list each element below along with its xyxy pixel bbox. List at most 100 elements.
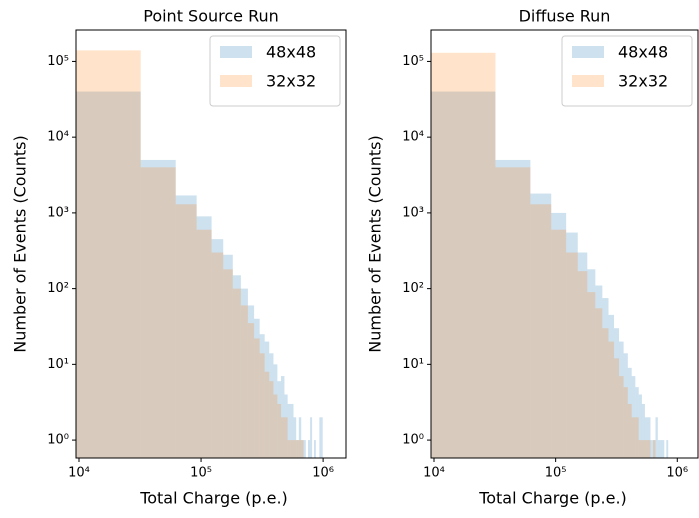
histogram-bar <box>530 204 552 458</box>
histogram-bar <box>240 288 248 458</box>
x-tick-label: 10⁴ <box>68 466 90 481</box>
axes-frame <box>430 29 699 459</box>
y-tick-label: 10⁴ <box>47 130 69 145</box>
histogram-bar <box>247 323 255 458</box>
histogram-bar <box>608 341 615 458</box>
y-tick-label: 10⁵ <box>47 54 69 69</box>
histogram-bar <box>614 328 620 458</box>
y-axis-label: Number of Events (Counts) <box>366 135 385 352</box>
x-tick-label: 10⁴ <box>423 466 445 481</box>
histogram-bar <box>619 341 624 458</box>
histogram-bar <box>650 440 654 458</box>
histogram-bar <box>308 440 311 458</box>
histogram-bar <box>293 440 297 458</box>
histogram-bar <box>608 314 615 458</box>
legend: 48x48 32x32 <box>209 35 341 107</box>
chart-title: Diffuse Run <box>519 7 611 26</box>
histogram-bar <box>657 440 661 458</box>
histogram-bar <box>310 417 313 458</box>
y-axis-label: Number of Events (Counts) <box>11 135 30 352</box>
histogram-bar <box>273 394 278 458</box>
histogram-bar <box>638 394 642 458</box>
histogram-bar <box>431 91 496 458</box>
x-tick-label: 10⁵ <box>190 466 212 481</box>
legend-label: 48x48 <box>618 43 668 62</box>
legend-label: 32x32 <box>618 72 668 91</box>
histogram-bar <box>660 440 663 458</box>
legend-swatch <box>220 46 252 58</box>
legend-label: 48x48 <box>266 43 316 62</box>
y-tick-label: 10³ <box>402 205 424 220</box>
histogram-bar <box>653 440 656 458</box>
histogram-bar <box>319 417 322 458</box>
histogram-bar <box>259 334 265 458</box>
histogram-bar <box>655 417 658 458</box>
legend-swatch <box>220 75 252 87</box>
histogram-bar <box>641 440 645 458</box>
y-tick-label: 10² <box>402 281 424 296</box>
histogram-bar <box>595 308 603 458</box>
histogram-bar <box>619 376 624 458</box>
x-axis-label: Total Charge (p.e.) <box>139 489 288 508</box>
histogram-bar <box>254 318 260 458</box>
legend-box <box>209 35 341 107</box>
legend-swatch <box>572 46 604 58</box>
histogram-bar <box>644 417 648 458</box>
histogram-bar <box>76 50 141 458</box>
histogram-bar <box>140 159 176 458</box>
histogram-bar <box>631 417 636 458</box>
histogram-bar <box>290 403 294 458</box>
histogram-bar <box>530 193 552 458</box>
histogram-bar <box>76 91 141 458</box>
histogram-bar <box>641 403 645 458</box>
histogram-bar <box>635 387 639 458</box>
histogram-bar <box>223 269 233 458</box>
x-tick-label: 10⁶ <box>666 466 688 481</box>
histogram-bar <box>287 403 291 458</box>
histogram-bar <box>296 440 299 458</box>
histogram-bar <box>635 417 639 458</box>
histogram-bar <box>495 167 531 458</box>
histogram-bar <box>602 298 609 458</box>
histogram-bar <box>232 275 241 458</box>
histogram-bar <box>602 328 609 458</box>
histogram-bar <box>140 167 176 458</box>
histogram-bar <box>614 358 620 458</box>
histogram-bar <box>264 371 270 458</box>
y-tick-label: 10⁵ <box>402 54 424 69</box>
histogram-bar <box>627 403 632 458</box>
histogram-bar <box>638 440 642 458</box>
histogram-bar <box>284 417 288 458</box>
plot-area <box>76 50 323 458</box>
histogram-bar <box>627 367 632 458</box>
plot-area <box>431 52 669 458</box>
histogram-bar <box>577 271 588 458</box>
histogram-bar <box>623 387 628 458</box>
x-tick-label: 10⁵ <box>545 466 567 481</box>
histogram-bar <box>269 353 274 458</box>
legend: 48x48 32x32 <box>561 35 693 107</box>
histogram-bar <box>595 285 603 458</box>
histogram-bar <box>566 252 578 458</box>
histogram-bar <box>247 305 255 458</box>
histogram-bar <box>301 440 304 458</box>
histogram-bar <box>232 288 241 458</box>
histogram-bar <box>284 394 288 458</box>
histogram-bar <box>313 440 316 458</box>
y-tick-label: 10² <box>47 281 69 296</box>
histogram-bar <box>298 440 302 458</box>
histogram-bar <box>321 417 323 458</box>
histogram-bar <box>431 52 496 458</box>
histogram-bar <box>196 229 212 458</box>
chart-title: Point Source Run <box>143 7 279 26</box>
histogram-bar <box>175 195 197 458</box>
histogram-bar <box>269 381 274 458</box>
y-tick-label: 10⁰ <box>47 433 69 448</box>
axes-frame <box>75 29 347 459</box>
y-tick-label: 10³ <box>47 205 69 220</box>
histogram-bar <box>287 440 291 458</box>
y-tick-label: 10⁰ <box>402 433 424 448</box>
y-tick-label: 10¹ <box>402 357 424 372</box>
histogram-bar <box>666 440 669 458</box>
